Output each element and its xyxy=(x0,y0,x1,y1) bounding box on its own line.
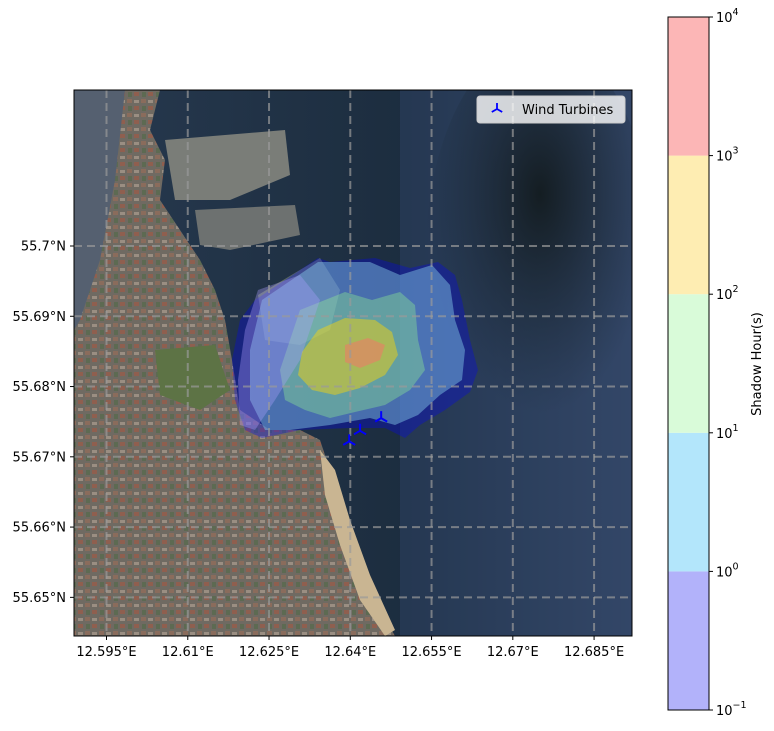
x-tick-label: 12.64°E xyxy=(324,645,376,660)
colorbar-tick-label: 102 xyxy=(716,284,739,303)
colorbar-tick-label: 104 xyxy=(716,7,739,26)
colorbar-band xyxy=(668,294,709,433)
wind-turbine-marker xyxy=(353,423,367,436)
y-tick-label: 55.69°N xyxy=(13,310,66,325)
wind-turbine-marker xyxy=(374,411,388,423)
shadow-zone-level-4 xyxy=(345,338,385,368)
y-tick-label: 55.65°N xyxy=(13,591,66,606)
colorbar-band xyxy=(668,17,709,156)
legend-label: Wind Turbines xyxy=(522,103,613,118)
colorbar-band xyxy=(668,432,709,572)
y-axis-ticks: 55.65°N 55.66°N 55.67°N 55.68°N 55.69°N 55.7°… xyxy=(13,240,74,606)
colorbar-ticks: 10−1 100 101 102 103 104 xyxy=(709,7,747,719)
colorbar-bands xyxy=(668,17,709,710)
colorbar-tick-label: 103 xyxy=(716,146,739,165)
shadow-zones xyxy=(232,258,478,438)
x-axis-ticks: 12.595°E 12.61°E 12.625°E 12.64°E 12.655°E 12… xyxy=(76,636,624,660)
colorbar-tick-label: 101 xyxy=(716,423,739,442)
colorbar: 10−1 100 101 102 103 104 Shadow Hour(s) xyxy=(667,7,765,719)
x-tick-label: 12.595°E xyxy=(76,645,136,660)
colorbar-tick-label: 100 xyxy=(716,561,739,580)
turbine-markers xyxy=(342,411,388,446)
colorbar-band xyxy=(668,155,709,295)
y-tick-label: 55.68°N xyxy=(13,380,66,395)
shadow-zone-level-1 xyxy=(250,262,465,430)
map-frame xyxy=(73,89,633,637)
colorbar-band xyxy=(668,571,709,710)
map-grid xyxy=(74,90,632,636)
shadow-zone-level-0 xyxy=(232,258,478,438)
colorbar-tick-label: 10−1 xyxy=(716,700,747,719)
legend: Wind Turbines xyxy=(476,95,626,124)
x-tick-label: 12.61°E xyxy=(162,645,214,660)
x-tick-label: 12.685°E xyxy=(564,645,624,660)
x-tick-label: 12.655°E xyxy=(401,645,461,660)
colorbar-frame xyxy=(667,16,710,711)
y-tick-label: 55.67°N xyxy=(13,450,66,465)
colorbar-label: Shadow Hour(s) xyxy=(750,312,765,416)
wind-turbine-legend-icon xyxy=(491,103,503,113)
legend-box xyxy=(476,95,626,124)
land-area xyxy=(74,90,395,636)
y-tick-label: 55.66°N xyxy=(13,521,66,536)
shadow-zone-level-3 xyxy=(298,318,398,395)
x-tick-label: 12.67°E xyxy=(487,645,539,660)
wind-turbine-marker xyxy=(342,434,356,446)
x-tick-label: 12.625°E xyxy=(239,645,299,660)
y-tick-label: 55.7°N xyxy=(21,240,66,255)
